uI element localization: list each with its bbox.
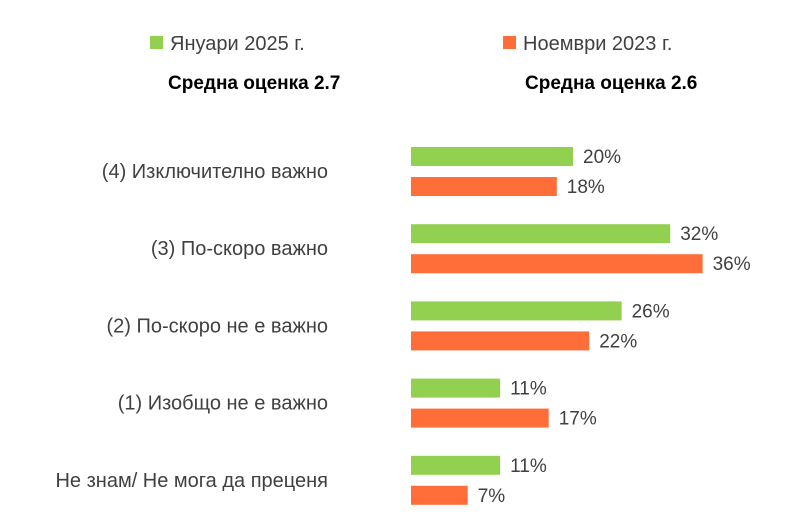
legend-label-2025: Януари 2025 г.	[170, 33, 305, 55]
legend-swatch-2023	[503, 36, 516, 49]
bar-2025	[411, 455, 501, 475]
category-label: Не знам/ Не мога да преценя	[55, 470, 328, 492]
value-label: 18%	[567, 177, 605, 198]
average-score-2025: Средна оценка 2.7	[168, 73, 340, 94]
bar-2023	[411, 254, 703, 274]
value-label: 20%	[583, 147, 621, 168]
category-label: (3) По-скоро важно	[151, 238, 328, 260]
value-label: 32%	[680, 224, 718, 245]
value-label: 11%	[510, 379, 547, 400]
category-label: (4) Изключително важно	[102, 161, 328, 183]
bar-2023	[411, 408, 549, 428]
bar-2023	[411, 331, 590, 351]
bar-2025	[411, 224, 671, 244]
legend-swatch-2025	[150, 36, 163, 49]
legend-label-2023: Ноември 2023 г.	[523, 33, 672, 55]
value-label: 17%	[559, 409, 597, 430]
category-label: (1) Изобщо не е важно	[118, 393, 328, 415]
value-label: 22%	[599, 331, 637, 352]
bar-2025	[411, 147, 573, 166]
bar-2023	[411, 485, 468, 505]
legend: Януари 2025 г. Средна оценка 2.7 Ноември…	[150, 33, 697, 94]
bar-2025	[411, 301, 622, 321]
plot-area: (4) Изключително важно 20% 18% (3) По-скоро…	[55, 147, 751, 507]
bar-2025	[411, 378, 501, 398]
value-label: 36%	[713, 254, 751, 275]
value-label: 7%	[478, 486, 506, 507]
average-score-2023: Средна оценка 2.6	[525, 73, 697, 94]
bar-2023	[411, 177, 557, 196]
category-label: (2) По-скоро не е важно	[106, 315, 328, 337]
value-label: 11%	[510, 456, 547, 477]
value-label: 26%	[632, 301, 670, 322]
